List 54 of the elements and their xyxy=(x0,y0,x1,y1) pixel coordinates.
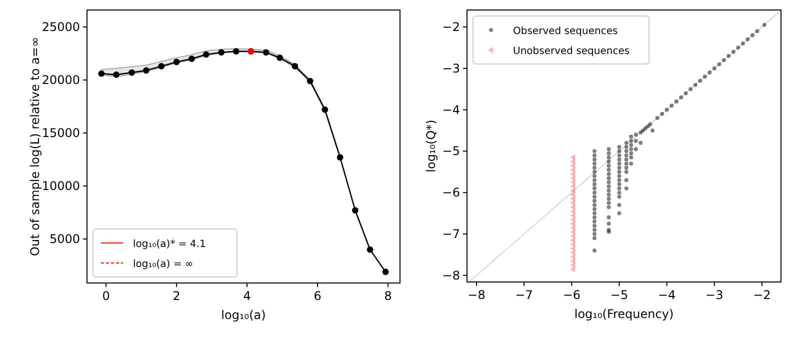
y-tick-label: 5000 xyxy=(49,232,80,246)
point xyxy=(262,49,270,56)
y-tick-label: −5 xyxy=(442,144,460,158)
legend-label: log₁₀(a)* = 4.1 xyxy=(133,239,206,250)
y-tick-label: 20000 xyxy=(42,72,80,87)
point xyxy=(113,71,120,78)
point xyxy=(173,58,180,66)
point xyxy=(382,268,389,276)
point xyxy=(202,51,210,58)
point xyxy=(570,170,576,177)
x-tick-label: 8 xyxy=(384,289,392,303)
y-axis-title: log₁₀(Q*) xyxy=(424,120,438,172)
x-tick-label: −5 xyxy=(610,288,628,302)
point xyxy=(98,70,105,77)
point xyxy=(322,106,328,113)
point xyxy=(366,246,374,253)
x-axis-title: log₁₀(Frequency) xyxy=(574,307,674,321)
y-tick-label: −2 xyxy=(442,20,460,34)
x-tick-label: −8 xyxy=(468,288,486,302)
y-tick-label: −7 xyxy=(442,226,460,241)
y-tick-label: −3 xyxy=(442,61,460,76)
point xyxy=(570,200,576,206)
point xyxy=(276,54,284,61)
y-tick-label: −8 xyxy=(442,268,460,282)
y-axis-title: Out of sample log(L) relative to a=∞ xyxy=(28,37,42,256)
point xyxy=(128,69,135,76)
x-tick-label: −6 xyxy=(562,288,581,302)
y-tick-label: −6 xyxy=(442,186,460,200)
point xyxy=(218,49,224,56)
point xyxy=(352,207,358,214)
x-axis-title: log₁₀(a) xyxy=(221,308,266,322)
x-tick-label: 2 xyxy=(172,289,180,303)
y-tick-label: −4 xyxy=(442,102,460,117)
point xyxy=(158,62,165,70)
x-tick-label: −4 xyxy=(658,288,676,302)
legend-label: Observed sequences xyxy=(513,26,618,37)
y-tick-label: 10000 xyxy=(42,178,80,193)
x-tick-label: 0 xyxy=(102,289,110,303)
x-tick-label: 6 xyxy=(314,289,322,303)
point xyxy=(232,48,240,55)
legend-label: Unobserved sequences xyxy=(513,46,630,57)
x-tick-label: −2 xyxy=(753,288,771,302)
point xyxy=(570,266,576,272)
x-tick-label: −7 xyxy=(515,288,533,302)
point xyxy=(188,56,195,62)
point xyxy=(143,67,150,74)
y-tick-label: 25000 xyxy=(42,20,80,34)
point xyxy=(336,154,344,161)
x-tick-label: −3 xyxy=(706,288,724,302)
y-tick-label: 15000 xyxy=(42,126,80,140)
point xyxy=(306,78,314,84)
legend-label: log₁₀(a) = ∞ xyxy=(133,259,194,270)
point xyxy=(292,62,298,70)
x-tick-label: 4 xyxy=(243,289,251,303)
